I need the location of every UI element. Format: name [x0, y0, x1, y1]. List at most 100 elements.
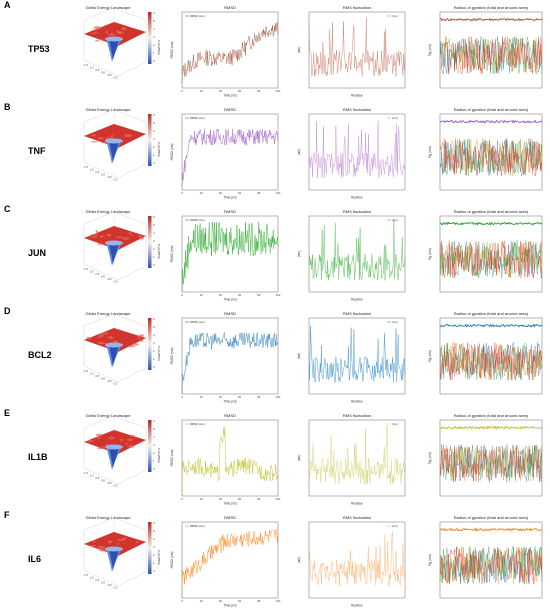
y-axis-label: (nm) [297, 149, 301, 156]
y-axis-label: (nm) [297, 557, 301, 564]
colorbar-tick: 4 [153, 333, 155, 337]
colorbar-tick: 3 [153, 443, 155, 447]
plot-area [181, 215, 279, 293]
series-line [439, 546, 543, 584]
fel-tick: 1.5 [84, 63, 88, 67]
series-line [439, 444, 543, 483]
rmsd-plot: RMSD 0 20 40 60 80 100 Time (ns) RMSD (nm) RMSD (… [170, 408, 282, 508]
gene-label: TNF [28, 146, 46, 156]
gibbs-energy-landscape: Gibbs Energy Landscape 1.5 1.0 0.5 0.0 -0.5 -1… [70, 510, 160, 610]
series-line [181, 426, 279, 496]
fel-surface [84, 124, 146, 148]
x-tick: 20 [200, 395, 204, 399]
gibbs-energy-landscape: Gibbs Energy Landscape 1.5 1.0 0.5 0.0 -0.5 -1… [70, 0, 160, 100]
x-tick: 20 [200, 191, 204, 195]
plot-area [308, 317, 406, 395]
colorbar-tick: 4 [153, 231, 155, 235]
fel-z-label: G (kJ/mol) [157, 142, 160, 157]
series-line [308, 424, 406, 485]
series-line [439, 343, 543, 381]
x-tick: 40 [219, 191, 223, 195]
gibbs-energy-landscape: Gibbs Energy Landscape 1.5 1.0 0.5 0.0 -0.5 -1… [70, 204, 160, 304]
x-tick: 100 [276, 89, 281, 93]
panel-row-jun: C JUN Gibbs Energy Landscape 1.5 1.0 0.5 0.0 -0… [0, 204, 550, 306]
gene-label: BCL2 [28, 350, 52, 360]
legend-label: RMSD (nm) [190, 320, 205, 324]
series-line [308, 17, 406, 77]
fel-tick: -0.5 [107, 481, 112, 485]
colorbar-tick: 5 [153, 529, 155, 533]
fel-z-label: G (kJ/mol) [157, 346, 160, 361]
y-axis-label: RMSD (nm) [170, 552, 174, 569]
colorbar-tick: 1 [153, 357, 155, 361]
rmsd-plot: RMSD 0 20 40 60 80 100 Time (ns) RMSD (nm) RMSD (… [170, 0, 282, 100]
fel-tick: 0.5 [95, 578, 99, 582]
y-axis-label: (nm) [297, 251, 301, 258]
panel-letter: B [4, 102, 11, 112]
plot-area [181, 521, 279, 599]
panel-row-bcl2: D BCL2 Gibbs Energy Landscape 1.5 1.0 0.5 0.0-… [0, 306, 550, 408]
fel-tick: 0.0 [101, 275, 105, 279]
panel-row-tp53: A TP53 Gibbs Energy Landscape 1.5 1.0 0.5 0.0-… [0, 0, 550, 102]
plot-area [181, 317, 279, 395]
fel-tick: -0.5 [107, 73, 112, 77]
colorbar-tick: 2 [153, 349, 155, 353]
fel-z-label: G (kJ/mol) [157, 40, 160, 55]
gene-label: IL1B [28, 452, 48, 462]
series-line [181, 22, 279, 83]
rmsd-plot: RMSD 0 20 40 60 80 100 Time (ns) RMSD (nm) RMSD (… [170, 306, 282, 406]
rg-plot-title: Radius of gyration (total and around axe… [454, 311, 529, 316]
x-tick: 80 [257, 599, 261, 603]
x-tick: 80 [257, 497, 261, 501]
colorbar-tick: 6 [153, 317, 155, 321]
fel-tick: 1.0 [90, 474, 94, 478]
x-tick: 100 [276, 293, 281, 297]
y-axis-label: RMSD (nm) [170, 246, 174, 263]
x-tick: 60 [238, 497, 242, 501]
series-line [439, 240, 543, 279]
rmsd-plot: RMSD 0 20 40 60 80 100 Time (ns) RMSD (nm) RMSD (… [170, 510, 282, 610]
rmsf-plot: RMS fluctuation Residue (nm) (nm) [297, 102, 409, 202]
fel-tick: 0.0 [101, 71, 105, 75]
fel-tick: -1.0 [113, 382, 118, 386]
colorbar-tick: 3 [153, 239, 155, 243]
rmsd-plot-title: RMSD [224, 515, 236, 520]
plot-area [308, 11, 406, 89]
y-axis-label: Rg (nm) [428, 44, 432, 56]
colorbar-tick: 2 [153, 247, 155, 251]
fel-tick: 1.0 [90, 66, 94, 70]
y-axis-label: RMSD (nm) [170, 450, 174, 467]
rmsd-plot-title: RMSD [224, 413, 236, 418]
rmsf-plot-title: RMS fluctuation [343, 515, 371, 520]
plot-area [181, 11, 279, 89]
gibbs-energy-landscape: Gibbs Energy Landscape 1.5 1.0 0.5 0.0 -0.5 -1… [70, 408, 160, 508]
fel-tick: -0.5 [107, 277, 112, 281]
colorbar-tick: 5 [153, 427, 155, 431]
colorbar-tick: 0 [153, 569, 155, 573]
x-tick: 0 [181, 395, 183, 399]
fel-tick: 0.0 [101, 479, 105, 483]
colorbar-tick: 5 [153, 223, 155, 227]
y-axis-label: (nm) [297, 353, 301, 360]
x-tick: 100 [276, 395, 281, 399]
rmsf-plot: RMS fluctuation Residue (nm) (nm) [297, 306, 409, 406]
rmsd-plot-title: RMSD [224, 107, 236, 112]
x-tick: 60 [238, 191, 242, 195]
fel-tick: -0.5 [107, 583, 112, 587]
colorbar-tick: 4 [153, 537, 155, 541]
fel-tick: 0.5 [95, 272, 99, 276]
colorbar-tick: 6 [153, 11, 155, 15]
plot-area [308, 419, 406, 497]
colorbar-tick: 0 [153, 263, 155, 267]
x-tick: 40 [219, 497, 223, 501]
fel-tick: 1.5 [84, 573, 88, 577]
legend-label: (nm) [392, 320, 398, 324]
rg-plot: Radius of gyration (total and around axe… [428, 102, 546, 202]
x-tick: 60 [238, 395, 242, 399]
series-line [439, 221, 543, 226]
legend-label: RMSD (nm) [190, 116, 205, 120]
series-line [308, 120, 406, 179]
colorbar-tick: 1 [153, 459, 155, 463]
fel-surface [84, 328, 146, 352]
x-tick: 20 [200, 89, 204, 93]
